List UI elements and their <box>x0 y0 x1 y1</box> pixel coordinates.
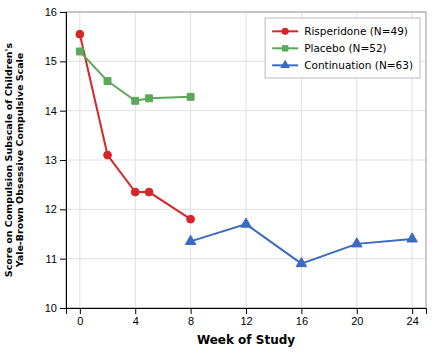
tick: 12 <box>240 308 252 327</box>
tick: 16 <box>45 6 66 18</box>
point <box>104 151 112 159</box>
tick: 4 <box>133 308 139 327</box>
tick: 13 <box>45 154 66 166</box>
legend-marker <box>280 60 290 68</box>
tick-mark <box>60 61 66 62</box>
tick-label: 15 <box>45 55 57 67</box>
tick-mark <box>246 308 247 314</box>
legend: Risperidone (N=49) Placebo (N=52) Continua… <box>265 18 420 78</box>
tick-mark <box>60 308 66 309</box>
grid-line <box>66 160 426 161</box>
grid <box>66 12 426 308</box>
point <box>76 48 83 55</box>
tick-mark <box>357 308 358 314</box>
marks <box>76 30 417 266</box>
tick-label: 12 <box>45 203 57 215</box>
tick-label: 8 <box>188 315 194 327</box>
tick: 12 <box>45 203 66 215</box>
point <box>352 238 363 247</box>
point <box>76 30 84 38</box>
legend-label: Placebo (N=52) <box>304 42 387 54</box>
tick: 0 <box>77 308 83 327</box>
y-axis: 10 11 12 13 14 15 16 <box>45 6 67 314</box>
tick-mark <box>301 308 302 314</box>
series-line <box>80 51 191 100</box>
plot: 0 4 8 12 16 20 24 10 11 12 13 14 15 16 Risperidone (N=… <box>45 6 427 327</box>
point <box>104 78 111 85</box>
tick-mark <box>60 12 66 13</box>
grid-line <box>66 258 426 259</box>
tick: 14 <box>45 105 66 117</box>
legend-marker <box>282 28 289 35</box>
point <box>187 93 194 100</box>
y-axis-title: Score on Compulsion Subscale of Children… <box>3 42 25 277</box>
x-axis-title: Week of Study <box>197 333 295 347</box>
legend-label: Risperidone (N=49) <box>304 25 408 37</box>
tick-mark <box>60 111 66 112</box>
tick-label: 11 <box>46 253 57 265</box>
tick-mark <box>412 308 413 314</box>
series-line <box>80 34 191 219</box>
point <box>296 258 307 267</box>
point <box>145 188 153 196</box>
tick-mark <box>60 209 66 210</box>
axis-line <box>67 309 427 315</box>
tick-label: 14 <box>45 105 57 117</box>
grid-line <box>66 209 426 210</box>
tick-mark <box>191 308 192 314</box>
tick-label: 10 <box>45 302 57 314</box>
point <box>146 95 153 102</box>
legend-label: Continuation (N=63) <box>304 59 413 71</box>
tick-label: 0 <box>77 315 83 327</box>
legend-item: Placebo (N=52) <box>272 42 387 54</box>
tick: 8 <box>188 308 194 327</box>
tick-label: 16 <box>45 6 57 18</box>
grid-line <box>66 110 426 111</box>
tick-label: 12 <box>240 315 252 327</box>
tick-mark <box>135 308 136 314</box>
chart: 0 4 8 12 16 20 24 10 11 12 13 14 15 16 Risperidone (N=… <box>0 0 440 352</box>
point <box>131 188 139 196</box>
legend-item: Risperidone (N=49) <box>272 25 408 37</box>
tick-label: 13 <box>45 154 57 166</box>
tick: 20 <box>351 308 363 327</box>
tick-label: 24 <box>407 315 419 327</box>
tick: 11 <box>46 253 66 265</box>
tick-mark <box>60 160 66 161</box>
point <box>241 218 252 227</box>
x-axis: 0 4 8 12 16 20 24 <box>67 308 427 327</box>
point <box>185 235 196 244</box>
tick: 15 <box>45 55 66 67</box>
point <box>132 97 139 104</box>
legend-item: Continuation (N=63) <box>272 59 413 71</box>
tick: 16 <box>296 308 308 327</box>
point <box>407 233 418 242</box>
tick-label: 16 <box>296 315 308 327</box>
tick-mark <box>60 259 66 260</box>
legend-marker <box>282 45 288 51</box>
tick-label: 20 <box>351 315 363 327</box>
tick: 24 <box>407 308 419 327</box>
tick-label: 4 <box>133 315 139 327</box>
tick: 10 <box>45 302 66 314</box>
axis-line <box>60 13 67 309</box>
tick-mark <box>80 308 81 314</box>
plot-frame <box>66 12 426 308</box>
legend-box <box>265 18 420 78</box>
point <box>187 215 195 223</box>
